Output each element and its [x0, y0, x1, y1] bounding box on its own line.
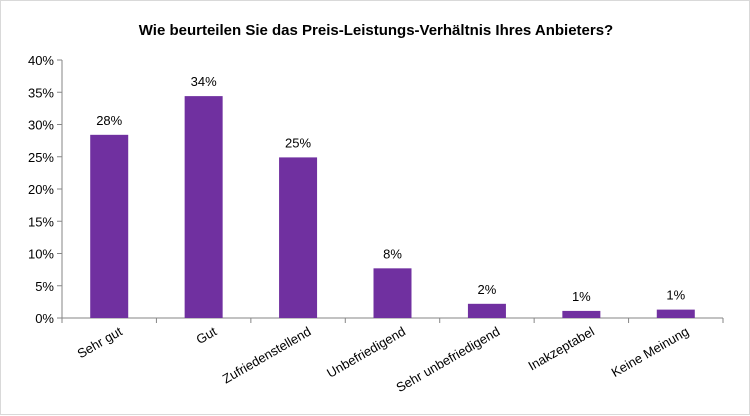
data-label: 1%	[572, 289, 591, 304]
data-label: 8%	[383, 246, 402, 261]
y-tick-label: 10%	[28, 247, 54, 262]
bar	[467, 303, 506, 318]
data-label: 2%	[478, 282, 497, 297]
y-tick-label: 20%	[28, 182, 54, 197]
bar	[184, 96, 223, 319]
x-axis: Sehr gut Gut Zufriedenstellend Unbefriedige…	[61, 317, 724, 396]
y-tick-label: 35%	[28, 85, 54, 100]
x-tick-label: Zufriedenstellend	[220, 324, 314, 387]
x-tick-label: Unbefriedigend	[324, 324, 408, 381]
bar	[656, 309, 695, 318]
bars	[90, 96, 695, 319]
data-label: 34%	[191, 74, 217, 89]
y-axis: 0% 5% 10% 15% 20% 25% 30% 35% 40%	[28, 53, 63, 326]
bar	[90, 134, 129, 318]
x-tick-label: Inakzeptabel	[526, 324, 597, 374]
x-tick-label: Sehr unbefriedigend	[394, 324, 503, 396]
chart-title: Wie beurteilen Sie das Preis-Leistungs-V…	[139, 22, 613, 39]
bar	[373, 268, 412, 318]
y-tick-label: 25%	[28, 150, 54, 165]
y-tick-label: 30%	[28, 118, 54, 133]
bar	[562, 310, 601, 318]
data-label: 1%	[666, 288, 685, 303]
x-tick-label: Sehr gut	[75, 323, 125, 361]
y-tick-label: 40%	[28, 53, 54, 68]
data-label: 28%	[96, 113, 122, 128]
data-labels: 28% 34% 25% 8% 2% 1% 1%	[96, 74, 685, 304]
y-tick-label: 5%	[35, 279, 54, 294]
bar	[279, 157, 318, 318]
data-label: 25%	[285, 135, 311, 150]
y-tick-label: 15%	[28, 214, 54, 229]
x-tick-label: Keine Meinung	[609, 324, 692, 380]
x-tick-label: Gut	[193, 323, 219, 347]
y-tick-label: 0%	[35, 311, 54, 326]
